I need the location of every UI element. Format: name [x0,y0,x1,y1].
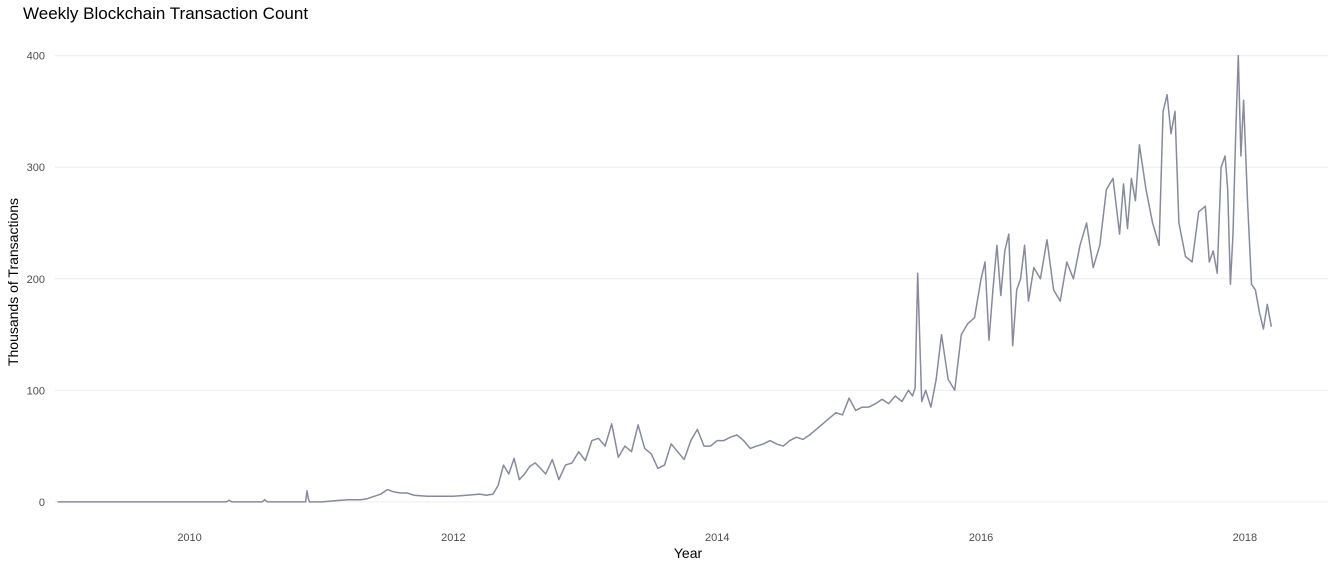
x-tick-label: 2018 [1233,532,1257,544]
x-tick-label: 2016 [969,532,993,544]
y-tick-label: 100 [27,385,45,397]
gridlines [55,55,1328,503]
y-tick-label: 300 [27,162,45,174]
series-line [57,54,1273,503]
x-tick-label: 2014 [705,532,729,544]
y-tick-label: 0 [39,497,45,509]
series-layer [57,54,1273,503]
y-tick-label: 200 [27,274,45,286]
axis-ticks: 0 100 200 300 400 2010 2012 2014 2016 2018 [27,51,1257,544]
x-axis-label: Year [673,545,703,561]
x-tick-label: 2010 [177,532,201,544]
x-tick-label: 2012 [441,532,465,544]
chart-title: Weekly Blockchain Transaction Count [23,4,309,23]
y-tick-label: 400 [27,51,45,63]
